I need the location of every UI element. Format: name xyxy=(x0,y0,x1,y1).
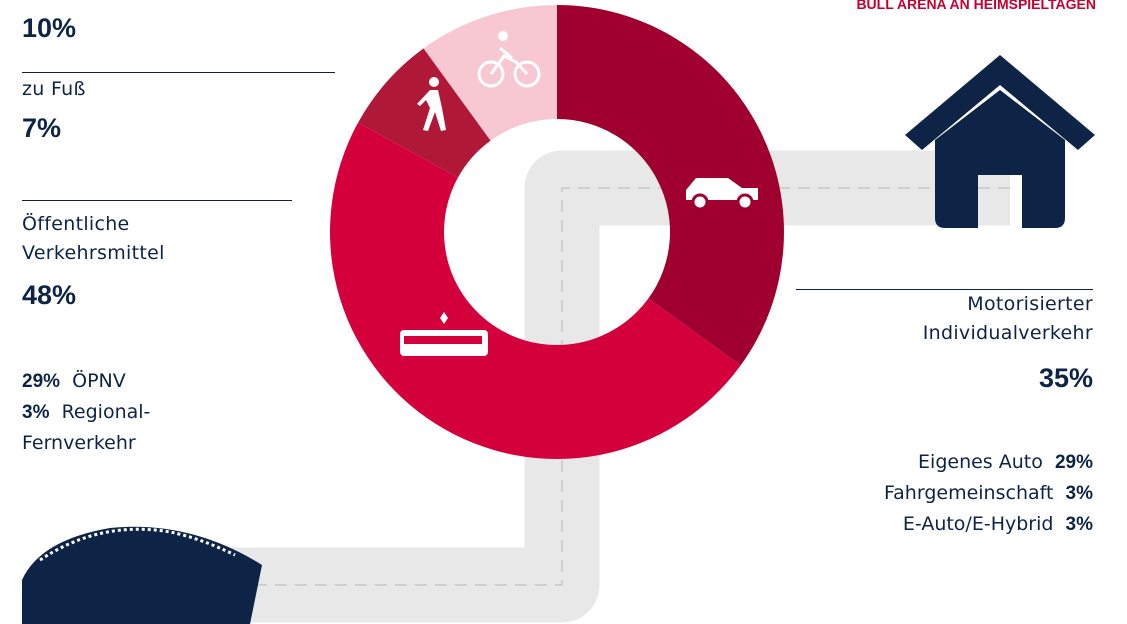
value-label: 48% xyxy=(22,280,76,311)
breakdown-label: E-Auto/E-Hybrid xyxy=(903,513,1054,535)
breakdown-share: 29% xyxy=(22,371,60,392)
breakdown-row: E-Auto/E-Hybrid 3% xyxy=(884,509,1093,540)
breakdown-share: 3% xyxy=(1066,483,1093,504)
breakdown-share: 3% xyxy=(22,402,49,423)
category-label: zu Fuß xyxy=(22,75,86,104)
header: BULL ARENA AN HEIMSPIELTAGEN xyxy=(856,0,1096,12)
breakdown-share: 3% xyxy=(1066,514,1093,535)
breakdown-label: Eigenes Auto xyxy=(918,451,1043,473)
value-label: 7% xyxy=(22,113,61,144)
breakdown-row: 29% ÖPNV xyxy=(22,366,202,397)
breakdown-label: ÖPNV xyxy=(72,370,126,392)
infographic: BULL ARENA AN HEIMSPIELTAGEN 29% ÖPNV3% … xyxy=(0,0,1127,624)
value-label: 10% xyxy=(22,13,76,44)
breakdown-label: Fahrgemeinschaft xyxy=(884,482,1053,504)
breakdown-row: Fahrgemeinschaft 3% xyxy=(884,478,1093,509)
car-wheel xyxy=(738,195,752,209)
walk-icon xyxy=(429,77,439,87)
breakdown-row: Eigenes Auto 29% xyxy=(884,447,1093,478)
category-label: Öffentliche Verkehrsmittel xyxy=(22,210,212,268)
breakdown-motor: Eigenes Auto 29%Fahrgemeinschaft 3%E-Aut… xyxy=(884,447,1093,540)
category-label: Motorisierter Individualverkehr xyxy=(873,290,1093,348)
rule xyxy=(22,72,335,73)
breakdown-row: 3% Regional-Fernverkehr xyxy=(22,397,202,458)
rule xyxy=(22,200,292,201)
stadium xyxy=(22,527,262,624)
tram-window xyxy=(404,336,482,344)
car-wheel xyxy=(693,195,707,209)
breakdown-share: 29% xyxy=(1055,452,1093,473)
value-label: 35% xyxy=(1039,363,1093,394)
bike-rider xyxy=(498,31,508,41)
